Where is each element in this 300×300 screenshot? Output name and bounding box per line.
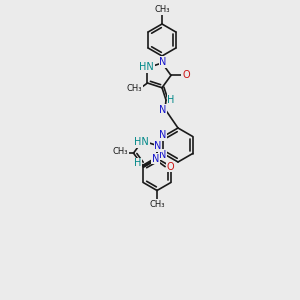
Text: CH₃: CH₃: [127, 84, 142, 93]
Text: HN: HN: [139, 62, 154, 72]
Text: O: O: [182, 70, 190, 80]
Text: N: N: [154, 142, 162, 152]
Text: H: H: [134, 158, 141, 169]
Text: O: O: [166, 162, 174, 172]
Text: HN: HN: [134, 137, 149, 147]
Text: N: N: [159, 105, 167, 115]
Text: N: N: [159, 149, 166, 160]
Text: CH₃: CH₃: [113, 147, 128, 156]
Text: H: H: [167, 95, 175, 105]
Text: N: N: [159, 130, 166, 140]
Text: N: N: [159, 57, 167, 67]
Text: N: N: [152, 154, 160, 164]
Text: CH₃: CH₃: [149, 200, 165, 209]
Text: CH₃: CH₃: [154, 5, 170, 14]
